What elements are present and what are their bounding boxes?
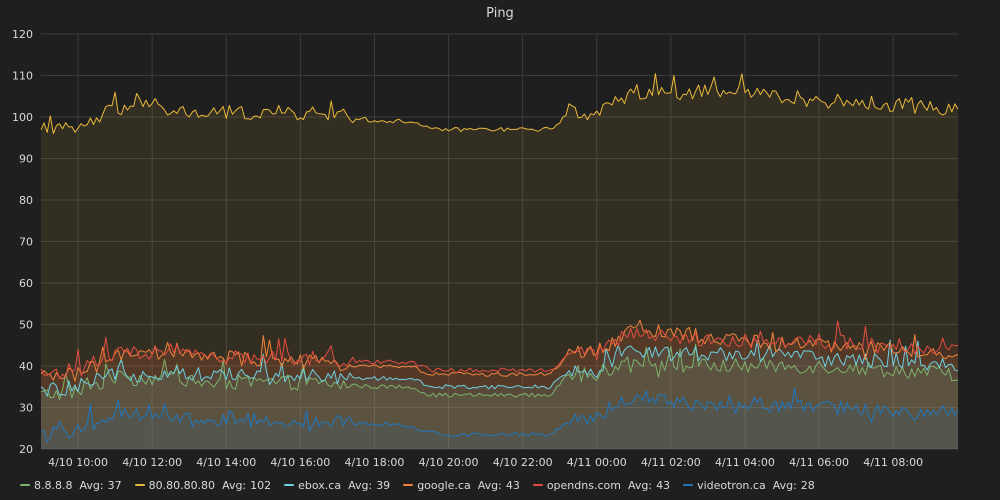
- y-tick-label: 80: [19, 194, 33, 207]
- series-area-8-8-8-8: [41, 344, 958, 449]
- legend-swatch: [284, 484, 295, 486]
- legend-avg-label: Avg:: [477, 478, 502, 492]
- legend-item-google-ca[interactable]: google.ca Avg: 43: [403, 479, 520, 492]
- legend-item-opendns-com[interactable]: opendns.com Avg: 43: [532, 478, 671, 492]
- legend-item-8-8-8-8[interactable]: 8.8.8.8 Avg: 37: [20, 479, 122, 492]
- legend-avg-value: 39: [376, 478, 391, 492]
- series-line-videotron-ca: [40, 387, 959, 443]
- legend-swatch: [403, 484, 414, 486]
- legend-avg-label: Avg:: [627, 478, 653, 492]
- y-axis: 20 30 40 50 60 70 80 90 100 110 120: [12, 28, 33, 456]
- series-areas: [41, 73, 958, 449]
- legend-avg-label: Avg:: [772, 478, 797, 492]
- legend-series-name: google.ca: [417, 478, 471, 492]
- y-tick-label: 30: [19, 402, 33, 415]
- legend-avg-value: 28: [800, 478, 815, 492]
- legend-item-80-80-80-80[interactable]: 80.80.80.80 Avg: 102: [134, 478, 272, 492]
- legend-avg-value: 43: [656, 478, 671, 492]
- legend-swatch: [532, 484, 543, 486]
- legend-series-name: opendns.com: [546, 478, 621, 492]
- legend-swatch: [683, 484, 694, 486]
- legend-avg-value: 37: [107, 478, 122, 492]
- x-tick-label: 4/10 12:00: [122, 456, 182, 469]
- y-tick-label: 50: [19, 319, 33, 332]
- series-area-google-ca: [41, 320, 958, 449]
- x-tick-label: 4/10 10:00: [48, 456, 108, 469]
- series-line-opendns-com: [40, 320, 959, 379]
- x-tick-label: 4/10 20:00: [419, 456, 479, 469]
- legend-avg-value: 43: [505, 478, 520, 492]
- y-tick-label: 120: [12, 28, 33, 41]
- legend: 8.8.8.8 Avg: 37 80.80.80.80 Avg: 102 ebox.ca Av…: [20, 477, 828, 493]
- series-line-8-8-8-8: [40, 343, 959, 400]
- series-area-videotron-ca: [41, 387, 958, 449]
- x-tick-label: 4/11 04:00: [715, 456, 775, 469]
- x-axis: 4/10 10:00 4/10 12:00 4/10 14:00 4/10 16:00…: [48, 456, 923, 469]
- y-tick-label: 110: [12, 70, 33, 83]
- legend-avg-label: Avg:: [79, 478, 104, 492]
- legend-avg-label: Avg:: [348, 478, 373, 492]
- chart-title: Ping: [486, 6, 514, 21]
- series-line-google-ca: [40, 319, 959, 382]
- legend-swatch: [20, 484, 30, 486]
- y-tick-label: 90: [19, 153, 33, 166]
- legend-series-name: ebox.ca: [298, 478, 342, 492]
- x-tick-label: 4/10 16:00: [270, 456, 330, 469]
- y-tick-label: 70: [19, 236, 33, 249]
- x-tick-label: 4/10 14:00: [196, 456, 256, 469]
- series-line-ebox-ca: [40, 339, 959, 397]
- x-tick-label: 4/10 18:00: [345, 456, 405, 469]
- legend-series-name: 80.80.80.80: [148, 478, 216, 492]
- y-tick-label: 40: [19, 360, 33, 373]
- legend-item-ebox-ca[interactable]: ebox.ca Avg: 39: [284, 479, 390, 492]
- x-tick-label: 4/11 06:00: [789, 456, 849, 469]
- legend-avg-value: 102: [250, 478, 272, 492]
- y-tick-label: 20: [19, 443, 33, 456]
- legend-item-videotron-ca[interactable]: videotron.ca Avg: 28: [683, 479, 815, 492]
- series-lines: [40, 73, 959, 443]
- legend-series-name: videotron.ca: [697, 478, 766, 492]
- legend-avg-label: Avg:: [222, 478, 247, 492]
- x-tick-label: 4/11 00:00: [567, 456, 627, 469]
- y-tick-label: 100: [12, 111, 33, 124]
- y-tick-label: 60: [19, 277, 33, 290]
- series-line-80-80-80-80: [40, 73, 959, 135]
- x-tick-label: 4/11 02:00: [641, 456, 701, 469]
- legend-series-name: 8.8.8.8: [34, 478, 73, 492]
- x-tick-label: 4/10 22:00: [493, 456, 553, 469]
- legend-swatch: [134, 484, 145, 486]
- x-tick-label: 4/11 08:00: [863, 456, 923, 469]
